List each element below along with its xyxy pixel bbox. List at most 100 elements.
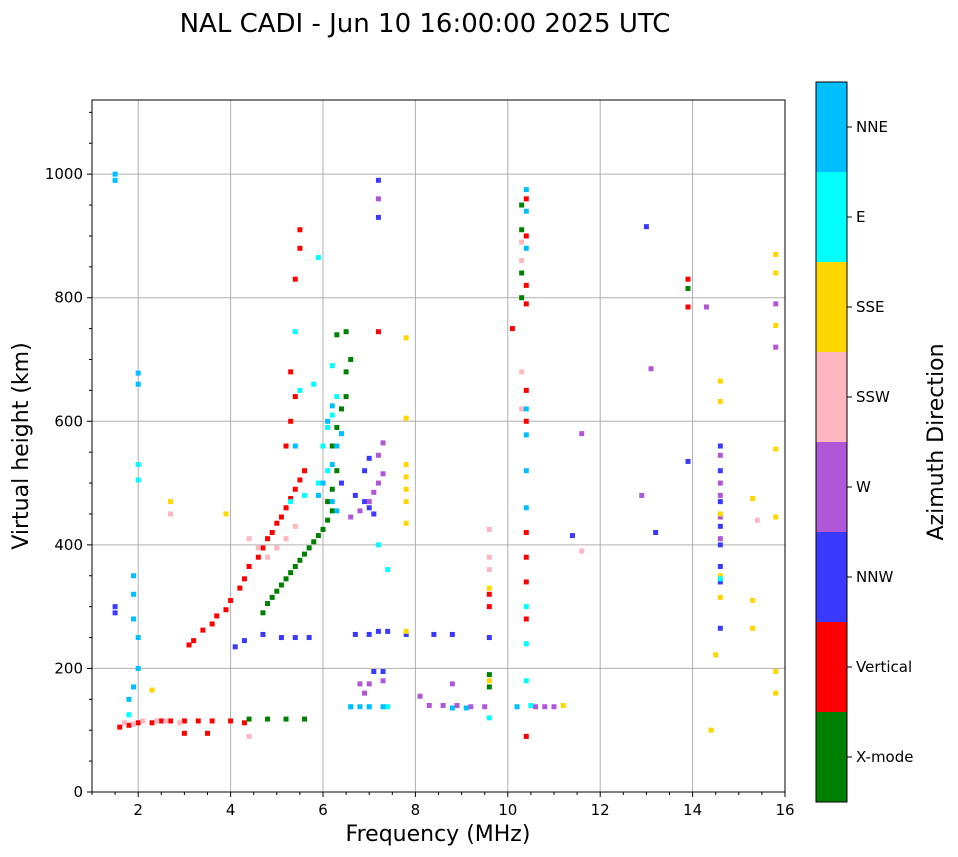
data-point xyxy=(140,718,146,724)
data-point xyxy=(186,642,192,648)
data-point xyxy=(255,545,261,551)
data-point xyxy=(375,628,381,634)
data-point xyxy=(135,381,141,387)
data-point xyxy=(283,505,289,511)
data-point xyxy=(223,607,229,613)
data-point xyxy=(320,480,326,486)
data-point xyxy=(329,462,335,468)
colorbar-title: Azimuth Direction xyxy=(924,343,949,540)
data-point xyxy=(265,536,271,542)
x-tick-label: 14 xyxy=(683,801,702,819)
data-point xyxy=(168,718,174,724)
data-point xyxy=(168,511,174,517)
data-point xyxy=(449,705,455,711)
colorbar: X-mode Vertical NNW W SSW SSE E NNE xyxy=(815,81,913,803)
data-point xyxy=(260,610,266,616)
data-point xyxy=(717,452,723,458)
colorbar-segment xyxy=(816,532,847,622)
data-point xyxy=(232,644,238,650)
data-point xyxy=(519,202,525,208)
data-point xyxy=(375,196,381,202)
data-point xyxy=(440,703,446,708)
data-point xyxy=(486,567,492,573)
data-point xyxy=(177,720,183,726)
data-point xyxy=(352,631,358,637)
data-point xyxy=(380,440,386,446)
data-point xyxy=(131,684,137,690)
colorbar-segment xyxy=(816,442,847,532)
colorbar-segment xyxy=(816,622,847,712)
data-point xyxy=(269,530,275,535)
data-point xyxy=(205,730,210,736)
data-point xyxy=(486,672,492,678)
data-point xyxy=(292,394,298,400)
data-point xyxy=(375,329,381,335)
data-point xyxy=(278,514,284,520)
x-tick-label: 16 xyxy=(775,801,794,819)
data-point xyxy=(366,505,372,511)
data-point xyxy=(278,582,284,588)
data-point xyxy=(288,499,294,505)
data-point xyxy=(278,635,284,641)
data-point xyxy=(579,431,585,437)
data-point xyxy=(773,270,779,276)
colorbar-segment xyxy=(816,352,847,442)
data-point xyxy=(135,462,141,468)
y-axis-label: Virtual height (km) xyxy=(9,342,34,549)
colorbar-label: X-mode xyxy=(856,748,913,766)
data-point xyxy=(468,704,474,710)
data-point xyxy=(717,399,723,405)
data-point xyxy=(717,536,723,542)
data-point xyxy=(371,669,377,675)
data-point xyxy=(717,523,723,529)
data-point xyxy=(385,628,391,634)
data-point xyxy=(717,625,723,631)
data-point xyxy=(523,301,529,307)
plot-frame xyxy=(91,99,786,793)
data-point xyxy=(241,720,247,726)
data-point xyxy=(265,554,271,560)
data-point xyxy=(292,276,298,282)
colorbar-segment xyxy=(816,172,847,262)
data-point xyxy=(338,480,344,486)
data-point xyxy=(334,468,340,474)
data-point xyxy=(523,678,529,684)
data-point xyxy=(302,551,308,557)
x-tick-label: 6 xyxy=(318,801,328,819)
data-point xyxy=(713,652,719,658)
data-point xyxy=(486,635,492,641)
data-point xyxy=(486,526,492,532)
data-point xyxy=(523,208,529,214)
data-point xyxy=(292,443,298,449)
data-point xyxy=(685,304,691,310)
data-point xyxy=(717,514,723,520)
data-point xyxy=(717,594,723,600)
data-point xyxy=(200,627,206,633)
grid-layer xyxy=(92,100,786,793)
data-point xyxy=(325,418,331,424)
data-point xyxy=(380,678,386,684)
data-point xyxy=(297,227,303,233)
data-point xyxy=(320,526,326,532)
x-axis-label: Frequency (MHz) xyxy=(346,822,531,847)
data-point xyxy=(523,641,529,647)
data-point xyxy=(181,730,187,736)
data-point xyxy=(523,233,529,239)
data-point xyxy=(181,718,187,724)
data-point xyxy=(126,712,132,718)
data-point xyxy=(519,369,525,375)
data-point xyxy=(135,635,141,641)
data-point xyxy=(375,214,381,220)
data-point xyxy=(560,703,566,708)
data-point xyxy=(486,585,492,591)
data-point xyxy=(338,406,344,412)
data-point xyxy=(265,601,271,607)
y-tick-label: 400 xyxy=(54,536,83,554)
data-point xyxy=(717,511,723,517)
data-point xyxy=(246,716,252,722)
data-point xyxy=(685,285,691,291)
data-point xyxy=(325,499,331,505)
data-point xyxy=(297,557,303,563)
data-point xyxy=(246,733,252,739)
data-point xyxy=(750,625,756,631)
